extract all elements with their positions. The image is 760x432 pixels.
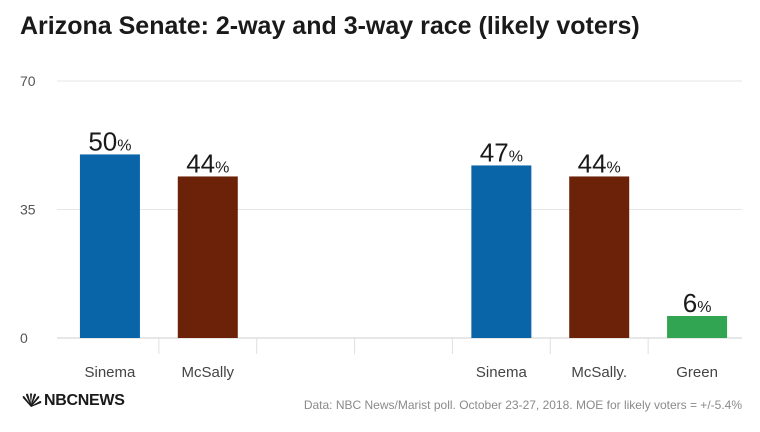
nbc-news-logo: NBCNEWS [20,392,125,410]
y-tick-label: 0 [20,330,28,346]
bar [667,315,728,338]
y-tick-label: 70 [20,73,36,89]
peacock-icon [22,393,42,407]
data-label: 50% [88,126,131,156]
y-tick-label: 35 [20,202,36,218]
bar [79,154,140,338]
x-tick-label: McSally [182,364,235,381]
bar [177,176,238,338]
logo-text: NBCNEWS [44,392,125,409]
data-label: 47% [480,137,523,167]
data-label: 44% [186,148,229,178]
x-tick-label: Green [676,364,718,381]
x-tick-label: Sinema [84,364,136,381]
data-label: 44% [578,148,621,178]
x-tick-label: McSally. [571,364,627,381]
bar [569,176,630,338]
chart-title: Arizona Senate: 2-way and 3-way race (li… [20,12,640,40]
source-note: Data: NBC News/Marist poll. October 23-2… [303,398,742,412]
x-tick-label: Sinema [476,364,528,381]
bar [471,165,532,338]
data-label: 6% [683,288,712,318]
